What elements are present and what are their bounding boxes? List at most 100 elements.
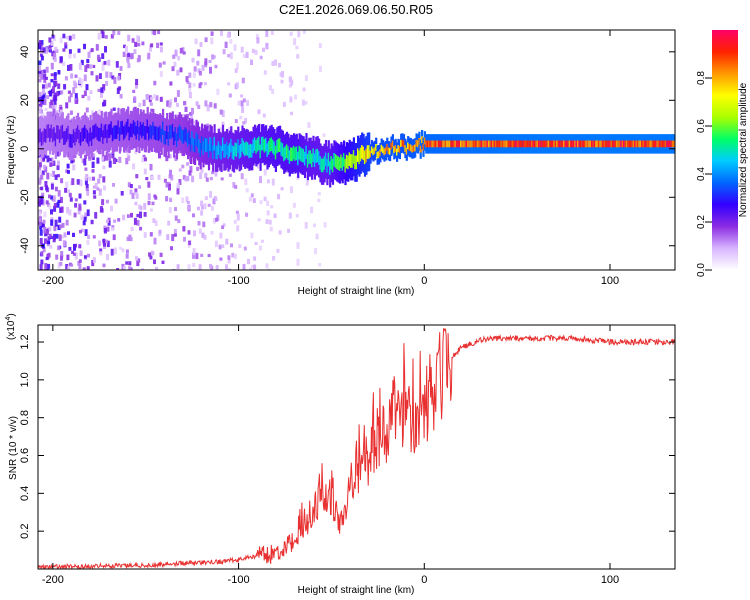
- noise-cell: [215, 265, 219, 270]
- noise-cell: [73, 53, 76, 59]
- ridge-core-cell: [214, 145, 218, 160]
- ridge-core-cell: [313, 153, 316, 167]
- noise-cell: [235, 210, 239, 214]
- noise-cell: [135, 174, 139, 179]
- ridge-core-cell: [421, 136, 424, 144]
- noise-cell: [136, 213, 140, 218]
- ridge-core-cell: [157, 127, 160, 141]
- noise-cell: [168, 102, 172, 108]
- spectrogram-ridge: [38, 106, 675, 188]
- ridge-core-cell: [492, 140, 495, 148]
- noise-cell: [280, 187, 284, 191]
- ridge-core-cell: [324, 152, 328, 167]
- noise-cell: [53, 52, 57, 58]
- ridge-core-cell: [56, 125, 59, 139]
- noise-cell: [56, 165, 60, 171]
- noise-cell: [38, 78, 42, 83]
- noise-cell: [42, 47, 46, 53]
- noise-cell: [236, 62, 239, 69]
- noise-cell: [166, 234, 170, 240]
- noise-cell: [76, 179, 80, 185]
- noise-cell: [84, 212, 88, 219]
- ridge-core-cell: [664, 140, 667, 148]
- noise-cell: [151, 201, 155, 206]
- ridge-core-cell: [253, 137, 257, 151]
- noise-cell: [200, 210, 204, 216]
- noise-cell: [323, 222, 327, 228]
- ridge-core-cell: [518, 140, 521, 148]
- noise-cell: [54, 46, 58, 52]
- noise-cell: [95, 44, 99, 51]
- ridge-core-cell: [219, 144, 222, 159]
- ridge-core-cell: [43, 128, 46, 142]
- ridge-core-cell: [425, 140, 428, 148]
- noise-cell: [42, 247, 46, 253]
- noise-cell: [46, 155, 50, 163]
- noise-cell: [57, 245, 61, 251]
- ridge-core-cell: [248, 144, 251, 159]
- noise-cell: [71, 178, 75, 185]
- ridge-core-cell: [623, 140, 626, 148]
- ridge-core-cell: [270, 137, 273, 151]
- ridge-core-cell: [444, 140, 447, 148]
- ridge-core-cell: [329, 161, 332, 175]
- noise-cell: [145, 177, 149, 181]
- noise-cell: [50, 173, 53, 177]
- ridge-core-cell: [528, 140, 531, 148]
- noise-cell: [83, 158, 87, 166]
- ridge-core-cell: [666, 140, 669, 148]
- ridge-core-cell: [656, 140, 659, 148]
- ridge-core-cell: [322, 158, 325, 173]
- ridge-core-cell: [234, 142, 237, 157]
- noise-cell: [103, 185, 106, 191]
- ridge-core-cell: [336, 155, 339, 169]
- noise-cell: [143, 212, 147, 217]
- noise-cell: [182, 51, 186, 55]
- ridge-core-cell: [636, 140, 640, 148]
- noise-cell: [56, 149, 60, 157]
- noise-cell: [67, 189, 70, 193]
- noise-cell: [74, 203, 78, 208]
- ridge-core-cell: [47, 124, 50, 138]
- noise-cell: [136, 35, 140, 42]
- noise-cell: [262, 47, 265, 52]
- ridge-core-cell: [522, 140, 525, 148]
- noise-cell: [83, 200, 87, 205]
- noise-cell: [40, 75, 44, 80]
- ridge-core-cell: [235, 143, 238, 157]
- noise-cell: [293, 38, 297, 46]
- noise-cell: [204, 172, 208, 179]
- ridge-core-cell: [447, 140, 450, 148]
- ridge-core-cell: [192, 137, 195, 152]
- ridge-core-cell: [641, 140, 644, 148]
- ridge-core-cell: [460, 140, 463, 148]
- noise-cell: [251, 48, 255, 53]
- ridge-core-cell: [297, 151, 300, 166]
- noise-cell: [72, 87, 76, 94]
- noise-cell: [67, 170, 70, 174]
- ridge-core-cell: [60, 125, 63, 140]
- noise-cell: [108, 153, 112, 161]
- ridge-core-cell: [579, 140, 582, 148]
- noise-cell: [57, 174, 60, 178]
- ridge-core-cell: [348, 152, 351, 166]
- colorbar-tick-label: 0.0: [696, 263, 707, 277]
- ridge-core-cell: [632, 140, 635, 148]
- ridge-core-cell: [493, 140, 496, 148]
- noise-cell: [227, 258, 231, 264]
- noise-cell: [195, 101, 199, 106]
- noise-cell: [38, 200, 41, 207]
- ridge-core-cell: [333, 152, 336, 167]
- noise-cell: [98, 109, 102, 115]
- ridge-core-cell: [315, 149, 318, 163]
- noise-cell: [219, 109, 223, 115]
- ridge-core-cell: [299, 147, 303, 161]
- noise-cell: [112, 30, 116, 36]
- noise-cell: [79, 179, 83, 187]
- noise-cell: [74, 243, 77, 248]
- ridge-core-cell: [549, 140, 552, 148]
- ridge-core-cell: [185, 128, 188, 143]
- ridge-core-cell: [207, 144, 211, 158]
- ridge-core-cell: [90, 132, 94, 146]
- ridge-core-cell: [295, 146, 298, 160]
